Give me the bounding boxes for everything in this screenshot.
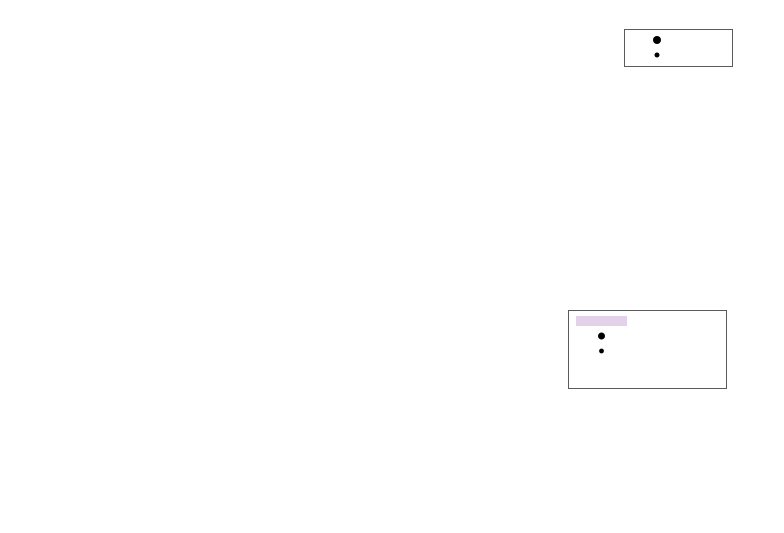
- panel-b-legend: [568, 310, 727, 389]
- legend-nps-intensity-errorbar-icon: [598, 332, 605, 340]
- panel-a-electric-field-chart: [624, 29, 733, 67]
- panel-b-spectrum-chart: [568, 310, 727, 389]
- legend-nps-marker-icon: [653, 36, 661, 44]
- legend-spectrometer-swatch-icon: [576, 316, 627, 326]
- legend-errorbar-marker: [599, 348, 604, 354]
- legend-ghost-intensity-errorbar-icon: [599, 348, 604, 354]
- legend-box: [624, 29, 733, 67]
- panel-a-legend: [624, 29, 733, 67]
- legend-errorbar-marker: [598, 332, 605, 340]
- legend-ghost-marker-icon: [654, 52, 660, 58]
